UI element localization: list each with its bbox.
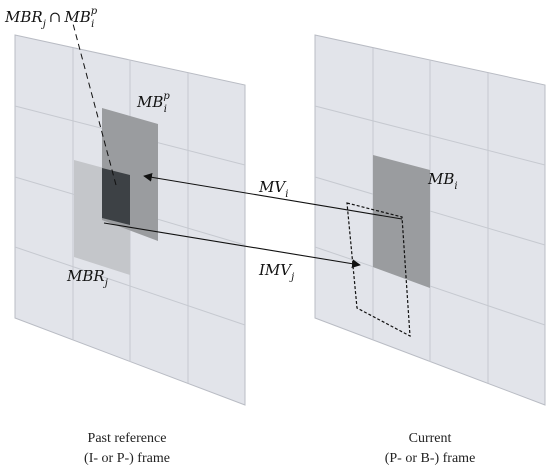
past-frame-caption-line1: Past reference [88, 431, 167, 446]
projected-block-outline [346, 202, 411, 338]
current-mb-block [373, 155, 430, 288]
mv-label: MVi [258, 178, 288, 200]
current-frame [314, 34, 546, 406]
intersection-leader-line [71, 19, 117, 186]
mb-p-label: MBp i [136, 91, 170, 115]
imv-arrow [103, 222, 361, 269]
past-frame-caption-line2: (I- or P-) frame [84, 451, 170, 466]
overlap-block [102, 168, 130, 225]
imv-label: IMVj [258, 261, 294, 283]
current-frame-caption-line2: (P- or B-) frame [385, 451, 476, 466]
mbr-label: MBRj [66, 267, 108, 289]
intersection-label: MBRj ∩ MBp i [4, 6, 98, 30]
past-reference-frame [14, 34, 246, 406]
current-frame-caption-line1: Current [409, 431, 452, 446]
mb-label: MBi [427, 170, 458, 192]
mv-arrow [143, 172, 403, 220]
